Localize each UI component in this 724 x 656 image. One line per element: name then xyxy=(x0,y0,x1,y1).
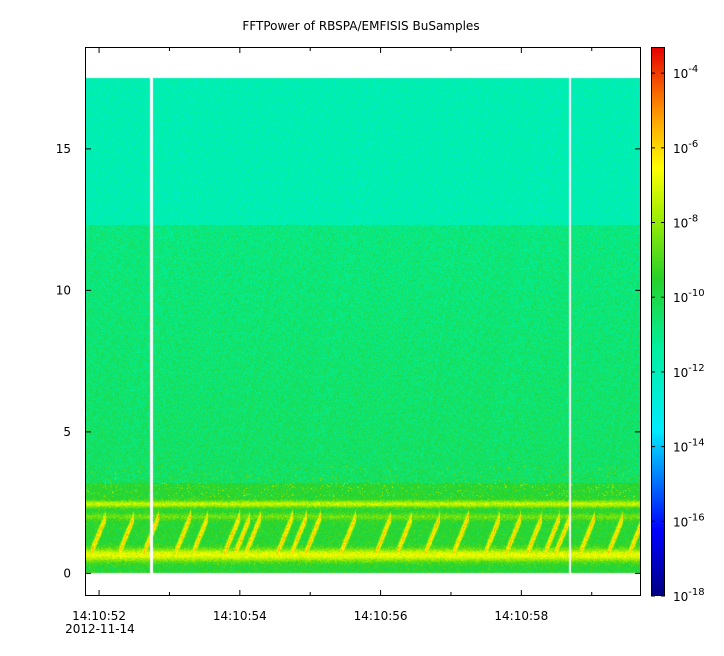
colorbar-tick-exponent: -16 xyxy=(688,512,704,523)
colorbar-tick-exponent: -18 xyxy=(688,587,704,598)
colorbar-tick-base: 10 xyxy=(673,217,688,231)
colorbar-tick-exponent: -6 xyxy=(688,139,698,150)
y-axis: 0 5 10 15 xyxy=(56,142,641,580)
colorbar-tick-exponent: -8 xyxy=(688,214,698,225)
colorbar-tick-label: 10-16 xyxy=(673,512,705,529)
y-tick-label: 15 xyxy=(56,142,71,156)
colorbar-tick-exponent: -10 xyxy=(688,288,704,299)
colorbar-tick-label: 10-10 xyxy=(673,288,705,305)
colorbar-tick-base: 10 xyxy=(673,590,688,604)
colorbar-tick-base: 10 xyxy=(673,366,688,380)
colorbar-tick-exponent: -14 xyxy=(688,438,704,449)
colorbar-tick-label: 10-6 xyxy=(673,139,698,156)
x-tick-label: 14:10:52 xyxy=(72,609,126,623)
colorbar-tick-label: 10-4 xyxy=(673,64,698,81)
plot-frame xyxy=(85,47,641,596)
y-tick-label: 5 xyxy=(63,425,71,439)
colorbar-tick-label: 10-12 xyxy=(673,363,705,380)
spectrogram-plot xyxy=(85,47,641,596)
x-tick-label: 14:10:58 xyxy=(494,609,548,623)
colorbar-tick-label: 10-8 xyxy=(673,214,698,231)
colorbar-tick-label: 10-18 xyxy=(673,587,705,604)
y-tick-label: 0 xyxy=(63,566,71,580)
colorbar-tick-base: 10 xyxy=(673,515,688,529)
colorbar-tick-base: 10 xyxy=(673,67,688,81)
x-date-label: 2012-11-14 xyxy=(65,622,135,636)
x-tick-label: 14:10:56 xyxy=(354,609,408,623)
colorbar-tick-base: 10 xyxy=(673,441,688,455)
colorbar-frame xyxy=(651,47,665,596)
colorbar-tick-exponent: -4 xyxy=(688,64,698,75)
colorbar-tick-base: 10 xyxy=(673,291,688,305)
colorbar-tick-label: 10-14 xyxy=(673,438,705,455)
spectrogram-image xyxy=(85,47,641,596)
colorbar-tick-base: 10 xyxy=(673,142,688,156)
y-tick-label: 10 xyxy=(56,283,71,297)
colorbar-gradient xyxy=(651,47,665,596)
colorbar-tick-exponent: -12 xyxy=(688,363,704,374)
x-tick-label: 14:10:54 xyxy=(213,609,267,623)
chart-title: FFTPower of RBSPA/EMFISIS BuSamples xyxy=(242,19,479,33)
